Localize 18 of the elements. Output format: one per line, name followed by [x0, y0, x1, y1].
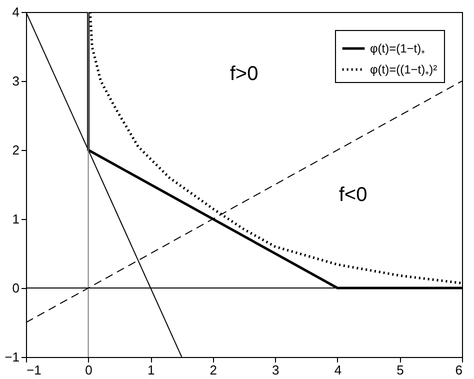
- y-tick-label: 2: [12, 142, 20, 158]
- x-tick-label: 1: [147, 362, 155, 378]
- x-tick-label: 6: [455, 362, 462, 378]
- annotation: f>0: [230, 63, 258, 86]
- y-tick-label: 4: [12, 4, 20, 20]
- y-tick-label: −1: [4, 350, 20, 364]
- x-tick-label: 5: [396, 362, 404, 378]
- y-tick-label: 0: [12, 280, 20, 296]
- x-tick-label: 2: [210, 362, 217, 378]
- legend-label: φ(t)=(1−t)₊: [370, 42, 426, 56]
- y-tick-label: 1: [12, 212, 20, 226]
- x-tick-label: −1: [26, 362, 42, 378]
- y-tick-label: 3: [12, 74, 20, 88]
- x-tick-label: 3: [272, 362, 280, 378]
- x-tick-label: 0: [85, 362, 92, 378]
- x-tick-label: 4: [334, 362, 342, 378]
- legend-label: φ(t)=((1−t)₊)²: [370, 62, 438, 76]
- annotation: f<0: [338, 184, 368, 206]
